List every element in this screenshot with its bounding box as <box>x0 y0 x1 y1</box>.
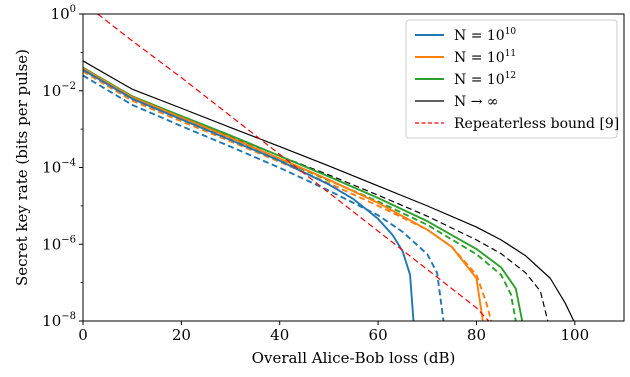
y-tick-label: 100 <box>51 4 76 23</box>
series-line-8 <box>97 14 490 321</box>
legend: N = 1010 N = 1011 N = 1012 N → ∞ Repeaterles… <box>405 19 619 139</box>
legend-label-2: N = 1012 <box>454 71 516 88</box>
x-tick-label: 0 <box>78 326 88 344</box>
series-line-7 <box>83 74 445 321</box>
series-line-6 <box>83 69 415 321</box>
x-axis: 0 20 40 60 80 100 <box>78 321 589 344</box>
x-tick-label: 20 <box>172 326 191 344</box>
plot-area <box>83 14 575 321</box>
series-line-5 <box>83 70 493 321</box>
y-axis-label: Secret key rate (bits per pulse) <box>13 49 31 286</box>
y-tick-label: 10−6 <box>42 234 76 253</box>
series-line-0 <box>83 60 575 321</box>
series-line-2 <box>83 66 524 321</box>
legend-label-3: N → ∞ <box>454 94 499 110</box>
y-axis: 100 10−2 10−4 10−6 10−8 <box>42 4 83 330</box>
legend-label-1: N = 1011 <box>454 49 516 66</box>
x-axis-label: Overall Alice-Bob loss (dB) <box>252 349 456 367</box>
legend-label-0: N = 1010 <box>454 27 516 44</box>
y-tick-label: 10−2 <box>42 81 76 100</box>
x-tick-label: 40 <box>270 326 289 344</box>
y-tick-label: 10−4 <box>42 158 76 177</box>
x-tick-label: 100 <box>560 326 589 344</box>
x-tick-label: 80 <box>467 326 486 344</box>
legend-box <box>405 19 618 139</box>
x-tick-label: 60 <box>369 326 388 344</box>
y-tick-label: 10−8 <box>42 311 76 330</box>
legend-label-4: Repeaterless bound [9] <box>454 116 619 132</box>
